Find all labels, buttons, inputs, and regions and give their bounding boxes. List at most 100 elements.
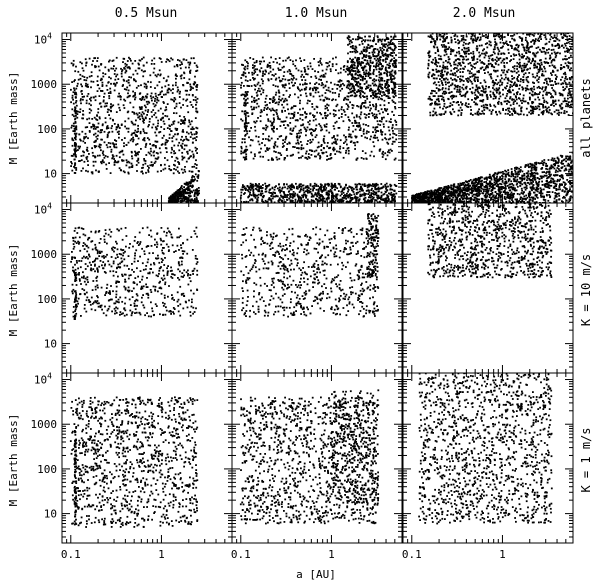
data-point <box>184 183 186 185</box>
data-point <box>330 190 333 193</box>
data-point <box>132 73 135 76</box>
data-point <box>132 140 134 143</box>
data-point <box>139 130 142 133</box>
data-point <box>392 91 395 94</box>
data-point <box>111 60 114 62</box>
data-point <box>108 59 111 62</box>
data-point <box>272 195 275 198</box>
data-point <box>269 65 272 67</box>
data-point <box>337 182 340 185</box>
data-point <box>333 185 335 188</box>
data-point <box>322 138 325 140</box>
data-point <box>184 144 186 147</box>
data-point <box>554 40 557 42</box>
data-point <box>360 195 363 197</box>
data-point <box>272 121 275 123</box>
data-point <box>279 125 282 127</box>
data-point <box>168 128 171 130</box>
data-point <box>541 51 543 53</box>
data-point <box>313 115 316 117</box>
data-point <box>284 59 287 62</box>
data-point <box>331 88 334 90</box>
data-point <box>137 85 140 87</box>
data-point <box>374 188 377 190</box>
data-point <box>498 87 501 89</box>
data-point <box>166 91 169 94</box>
data-point <box>259 120 262 123</box>
data-point <box>246 65 249 67</box>
data-point <box>388 120 391 123</box>
data-point <box>385 83 387 85</box>
data-point <box>473 77 476 80</box>
data-point <box>381 131 384 133</box>
data-point <box>500 101 503 104</box>
data-point <box>241 188 244 191</box>
data-point <box>376 126 379 128</box>
data-point <box>171 156 173 158</box>
data-point <box>132 138 135 141</box>
data-point <box>98 143 101 146</box>
data-point <box>93 116 96 119</box>
data-point <box>450 39 453 41</box>
data-point <box>143 112 145 115</box>
data-point <box>541 110 544 113</box>
data-point <box>338 93 340 96</box>
data-point <box>97 65 100 68</box>
data-point <box>291 106 293 109</box>
data-point <box>88 153 90 155</box>
data-point <box>358 43 361 46</box>
data-point <box>554 74 557 76</box>
data-point <box>326 191 328 194</box>
data-point <box>343 142 345 144</box>
data-point <box>261 142 263 144</box>
data-point <box>127 130 130 133</box>
data-point <box>437 97 440 100</box>
data-point <box>435 114 438 117</box>
data-point <box>173 120 176 123</box>
data-point <box>352 130 354 133</box>
data-point <box>383 116 385 119</box>
data-point <box>248 71 250 74</box>
data-point <box>256 102 259 105</box>
data-point <box>303 88 306 91</box>
data-point <box>109 172 112 174</box>
data-point <box>517 63 520 65</box>
data-point <box>284 78 287 81</box>
data-point <box>390 184 393 187</box>
data-point <box>376 183 379 186</box>
data-point <box>77 110 79 113</box>
data-point <box>479 82 482 84</box>
data-point <box>249 144 252 147</box>
data-point <box>347 43 349 46</box>
data-point <box>460 35 463 37</box>
data-point <box>298 183 301 186</box>
data-point <box>353 64 356 67</box>
data-point <box>298 199 301 202</box>
data-point <box>518 53 520 55</box>
data-point <box>285 89 288 92</box>
data-point <box>356 51 359 53</box>
data-point <box>382 55 385 57</box>
data-point <box>458 88 461 91</box>
data-point <box>334 188 336 191</box>
data-point <box>536 72 539 75</box>
data-point <box>373 51 376 54</box>
data-point <box>155 152 158 154</box>
data-point <box>189 192 191 195</box>
data-point <box>349 66 351 69</box>
data-point <box>292 63 295 66</box>
data-point <box>287 185 290 188</box>
data-point <box>476 78 479 81</box>
data-point <box>314 75 317 78</box>
data-point <box>70 88 72 91</box>
data-point <box>507 52 510 54</box>
data-point <box>315 124 318 127</box>
data-point <box>531 73 534 76</box>
data-point <box>318 187 321 190</box>
data-point <box>328 60 331 63</box>
data-point <box>346 37 349 40</box>
data-point <box>385 89 388 92</box>
data-point <box>361 79 364 82</box>
data-point <box>354 128 357 131</box>
data-point <box>323 99 326 101</box>
